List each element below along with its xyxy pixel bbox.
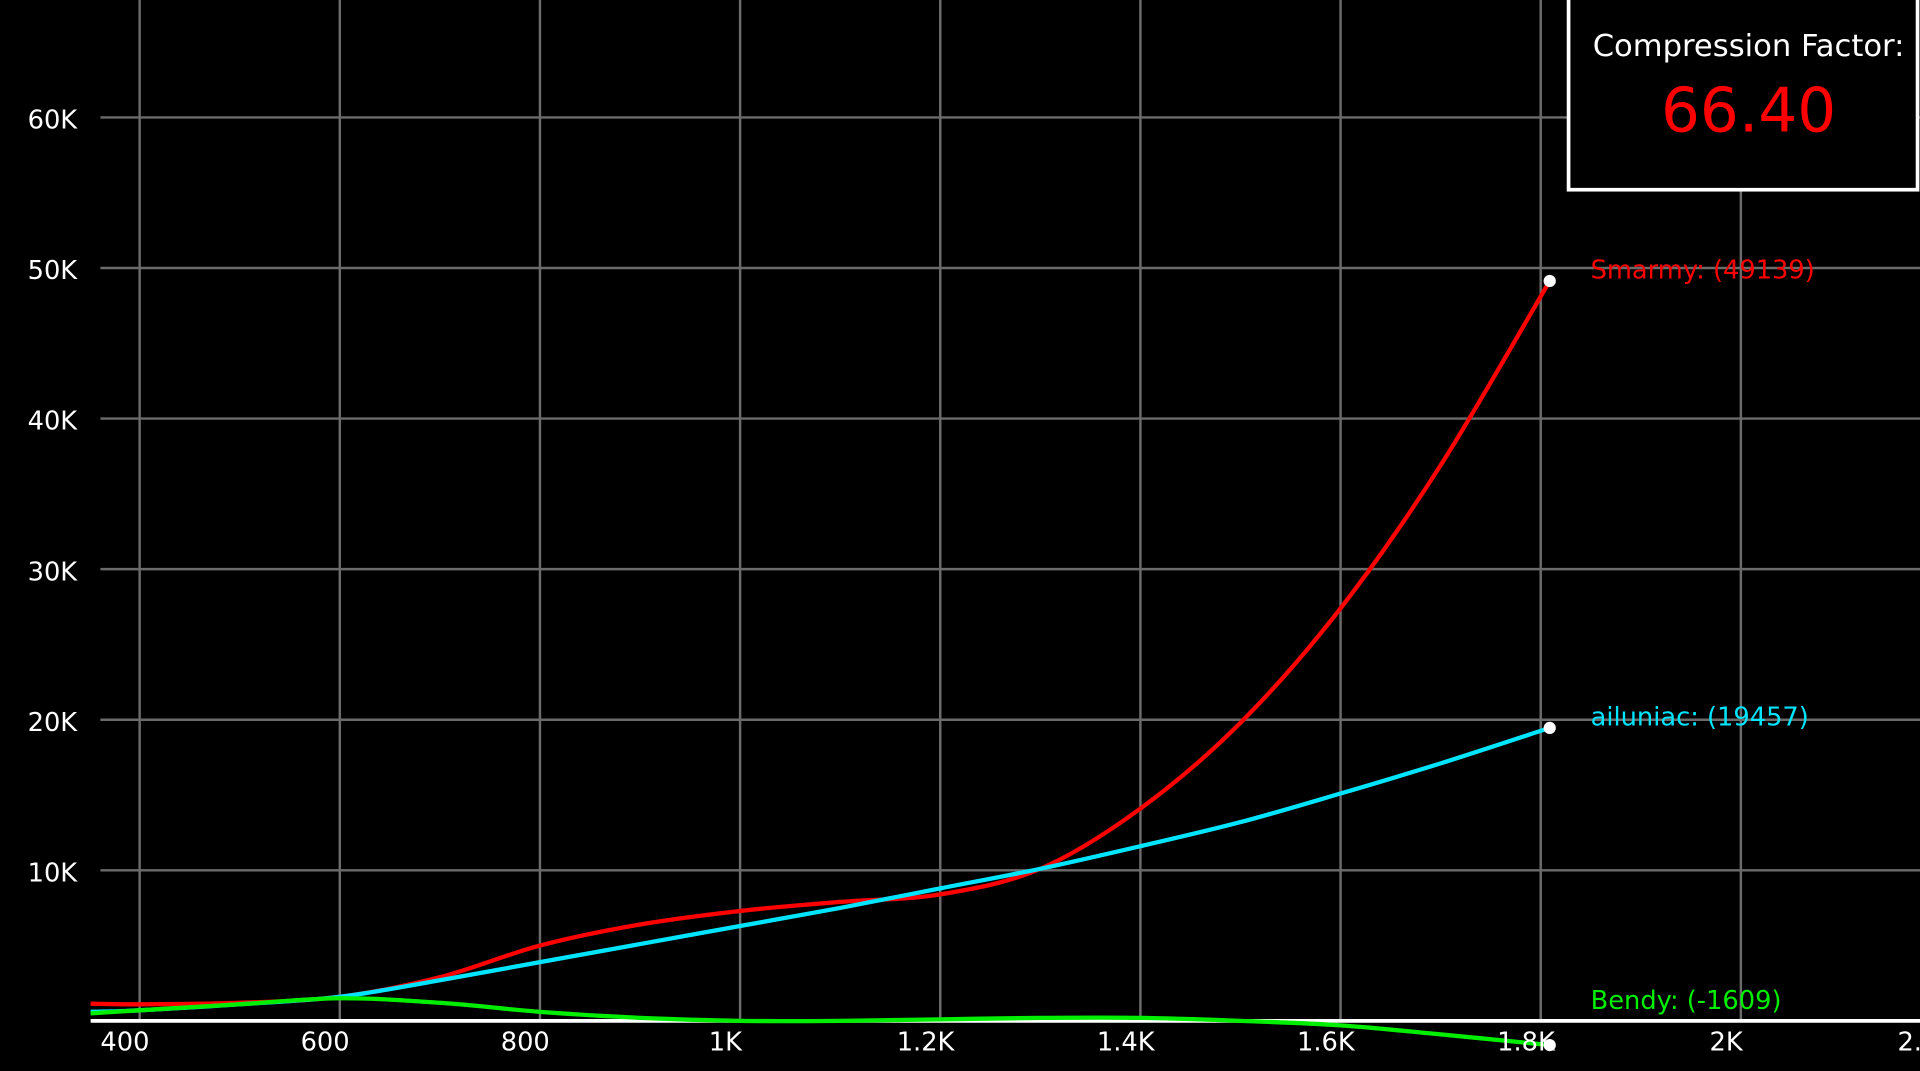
box-value: 66.40 (1661, 76, 1836, 147)
end-label: Smarmy: (49139) (1591, 256, 1815, 286)
end-point (1543, 1038, 1556, 1052)
x-tick-label: 2.2K (1897, 1027, 1920, 1057)
x-tick-label: 1.2K (897, 1027, 956, 1057)
series-line (90, 996, 1550, 1048)
box-title: Compression Factor: (1593, 29, 1905, 64)
y-tick-label: 40K (28, 407, 79, 437)
x-tick-label: 1.8K (1497, 1027, 1556, 1057)
x-tick-label: 600 (301, 1027, 350, 1057)
end-point (1543, 721, 1556, 735)
y-tick-label: 60K (28, 106, 79, 136)
x-tick-label: 1K (709, 1027, 743, 1057)
y-tick-label: 30K (28, 557, 79, 587)
compression-box: Compression Factor: 66.40 (1566, 0, 1920, 192)
x-tick-label: 1.6K (1297, 1027, 1356, 1057)
labels: 10K 20K 30K 40K 50K 60K 400 600 800 1K 1.2K 1.4K 1.6… (28, 106, 1920, 1058)
y-tick-label: 20K (28, 708, 79, 738)
lines (90, 274, 1556, 1052)
end-label: Bendy: (-1609) (1591, 986, 1782, 1016)
y-tick-label: 10K (28, 858, 79, 888)
y-tick-label: 50K (28, 256, 79, 286)
x-tick-label: 800 (501, 1027, 550, 1057)
grid (90, 0, 1920, 1023)
end-point (1543, 274, 1556, 288)
x-tick-label: 2K (1710, 1027, 1744, 1057)
x-tick-label: 1.4K (1097, 1027, 1156, 1057)
box (1566, 0, 1920, 192)
end-label: ailuniac: (19457) (1591, 703, 1809, 733)
x-tick-label: 400 (100, 1027, 149, 1057)
